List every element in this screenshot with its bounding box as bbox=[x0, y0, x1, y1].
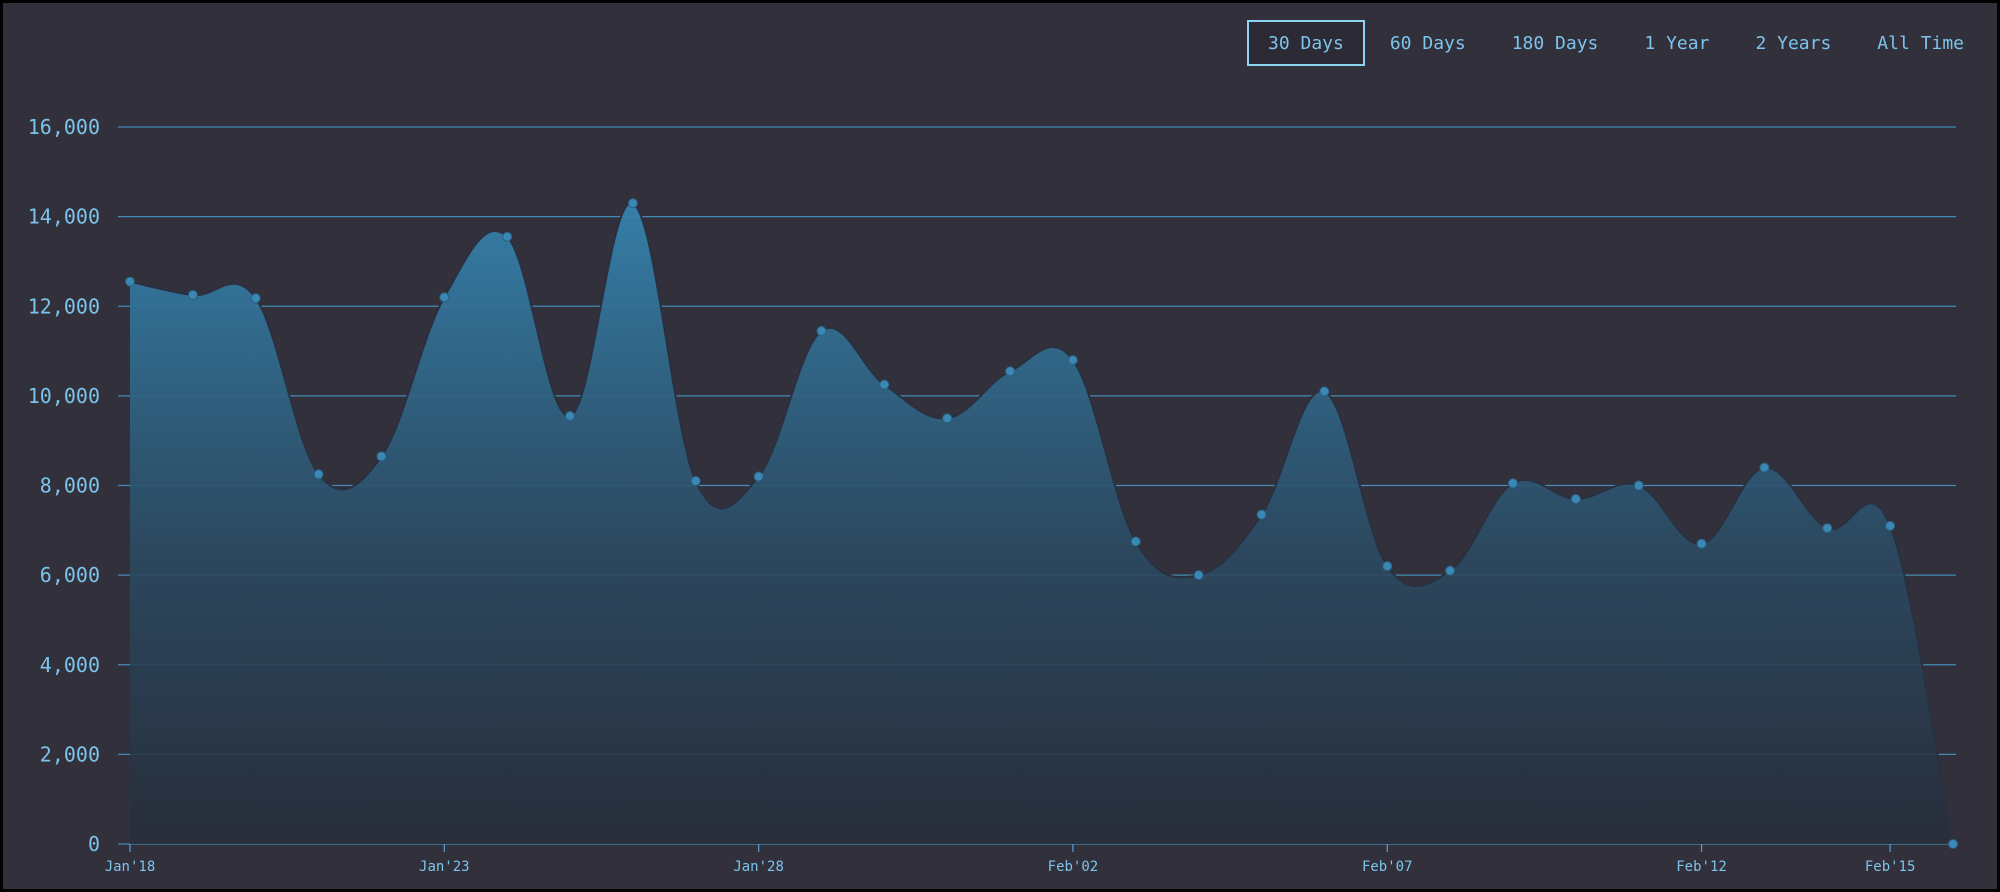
x-tick-label: Jan'18 bbox=[105, 859, 156, 875]
data-point[interactable] bbox=[1005, 366, 1016, 377]
y-tick-label: 0 bbox=[88, 832, 100, 856]
range-option-2-years[interactable]: 2 Years bbox=[1755, 32, 1832, 54]
data-point[interactable] bbox=[1570, 493, 1581, 504]
range-option-1-year[interactable]: 1 Year bbox=[1644, 32, 1710, 54]
data-point[interactable] bbox=[1067, 355, 1078, 366]
range-option-all-time[interactable]: All Time bbox=[1877, 32, 1964, 54]
area-chart: 0 2,000 4,000 6,000 8,000 10,000 12,000 14,000 1… bbox=[28, 115, 1958, 875]
data-point[interactable] bbox=[376, 451, 387, 462]
data-point[interactable] bbox=[1130, 536, 1141, 547]
data-point[interactable] bbox=[187, 290, 198, 301]
y-tick-label: 14,000 bbox=[28, 205, 100, 229]
chart-panel: 30 Days 60 Days 180 Days 1 Year 2 Years All T… bbox=[3, 3, 1997, 889]
data-point[interactable] bbox=[1445, 565, 1456, 576]
y-tick-label: 8,000 bbox=[40, 474, 100, 498]
range-option-60-days[interactable]: 60 Days bbox=[1389, 32, 1466, 54]
data-point[interactable] bbox=[1633, 480, 1644, 491]
data-point[interactable] bbox=[1696, 538, 1707, 549]
y-tick-label: 10,000 bbox=[28, 384, 100, 408]
data-point[interactable] bbox=[1382, 561, 1393, 572]
data-point[interactable] bbox=[125, 276, 135, 287]
x-tick-label: Jan'28 bbox=[733, 859, 784, 875]
data-point[interactable] bbox=[627, 198, 638, 209]
range-option-180-days[interactable]: 180 Days bbox=[1511, 32, 1599, 54]
y-tick-label: 6,000 bbox=[40, 563, 100, 587]
data-point[interactable] bbox=[753, 471, 764, 482]
range-selector: 30 Days 60 Days 180 Days 1 Year 2 Years All T… bbox=[1243, 20, 1985, 66]
x-tick-label: Feb'12 bbox=[1676, 859, 1727, 875]
x-tick-label: Feb'07 bbox=[1362, 859, 1413, 875]
data-point[interactable] bbox=[1759, 462, 1770, 473]
data-point[interactable] bbox=[1948, 839, 1958, 849]
data-point[interactable] bbox=[1319, 386, 1330, 397]
data-point[interactable] bbox=[690, 476, 701, 487]
data-point[interactable] bbox=[942, 413, 953, 424]
series-area bbox=[130, 202, 1953, 845]
data-point[interactable] bbox=[816, 325, 827, 336]
data-point[interactable] bbox=[1822, 523, 1833, 534]
data-point[interactable] bbox=[1256, 509, 1267, 520]
y-tick-label: 16,000 bbox=[28, 115, 100, 139]
data-point[interactable] bbox=[879, 379, 890, 390]
range-option-30-days[interactable]: 30 Days bbox=[1246, 20, 1365, 66]
data-point[interactable] bbox=[1507, 478, 1518, 489]
y-tick-label: 12,000 bbox=[28, 294, 100, 318]
data-point[interactable] bbox=[502, 231, 513, 242]
y-tick-label: 2,000 bbox=[40, 742, 100, 766]
x-tick-label: Feb'02 bbox=[1048, 859, 1099, 875]
y-tick-label: 4,000 bbox=[40, 653, 100, 677]
x-tick-label: Feb'15 bbox=[1865, 859, 1916, 875]
x-tick-label: Jan'23 bbox=[419, 859, 470, 875]
data-point[interactable] bbox=[439, 292, 450, 303]
data-point[interactable] bbox=[1885, 520, 1896, 531]
data-point[interactable] bbox=[565, 411, 576, 422]
data-point[interactable] bbox=[1193, 570, 1204, 581]
data-point[interactable] bbox=[313, 469, 324, 480]
data-point[interactable] bbox=[250, 293, 261, 304]
